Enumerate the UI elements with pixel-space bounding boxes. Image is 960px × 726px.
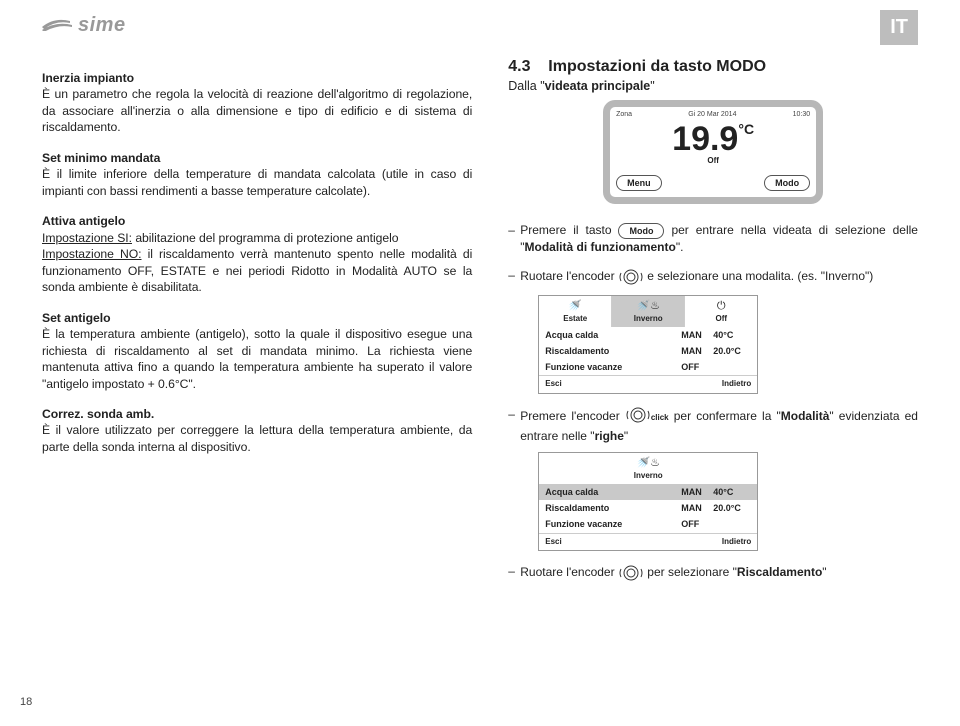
mode-row: Funzione vacanzeOFF xyxy=(539,359,757,375)
section-heading: 4.3 Impostazioni da tasto MODO xyxy=(508,56,918,78)
action-item: Ruotare l'encoder per selezionare "Risca… xyxy=(508,563,918,583)
right-column: 4.3 Impostazioni da tasto MODO Dalla "vi… xyxy=(508,56,918,595)
display-modo-button: Modo xyxy=(764,175,810,191)
action-item: Ruotare l'encoder e selezionare una moda… xyxy=(508,267,918,394)
left-column: Inerzia impianto È un parametro che rego… xyxy=(42,56,472,595)
mode-row: RiscaldamentoMAN20.0°C xyxy=(539,500,757,516)
faucet-icon: 🚿 xyxy=(539,300,611,312)
action-item: Premere il tasto Modo per entrare nella … xyxy=(508,222,918,255)
encoder-click-icon: click xyxy=(625,406,669,428)
panel-indietro: Indietro xyxy=(722,379,751,390)
mode-tab-inverno: 🚿♨Inverno xyxy=(612,296,685,327)
brand-logo: sime xyxy=(42,12,126,39)
language-badge: IT xyxy=(880,10,918,45)
body-text: È la temperatura ambiente (antigelo), so… xyxy=(42,326,472,392)
display-time: 10:30 xyxy=(793,110,811,119)
panel-esci: Esci xyxy=(545,379,561,390)
encoder-rotate-icon xyxy=(618,563,644,583)
panel-esci: Esci xyxy=(545,537,561,548)
panel-indietro: Indietro xyxy=(722,537,751,548)
mode-panel: 🚿♨Inverno Acqua caldaMAN40°C Riscaldamen… xyxy=(538,452,758,551)
section-title: Attiva antigelo xyxy=(42,213,472,229)
brand-text: sime xyxy=(78,14,126,36)
section-title: Set minimo mandata xyxy=(42,150,472,166)
body-text: È il limite inferiore della temperature … xyxy=(42,166,472,199)
body-text: È il valore utilizzato per correggere la… xyxy=(42,422,472,455)
display-menu-button: Menu xyxy=(616,175,662,191)
page-number: 18 xyxy=(20,695,32,710)
faucet-radiator-icon: 🚿♨ xyxy=(612,300,684,312)
mode-row: Acqua caldaMAN40°C xyxy=(539,484,757,500)
section-title: Inerzia impianto xyxy=(42,70,472,86)
encoder-rotate-icon xyxy=(618,267,644,287)
device-display: Zona Gi 20 Mar 2014 10:30 19.9°C Off Men… xyxy=(603,100,823,203)
section-subheading: Dalla "videata principale" xyxy=(508,78,918,95)
action-item: Premere l'encoder click per confermare l… xyxy=(508,406,918,551)
setting-label: Impostazione SI: xyxy=(42,231,132,245)
display-date: Gi 20 Mar 2014 xyxy=(688,110,736,119)
mode-tab-inverno: 🚿♨Inverno xyxy=(539,453,757,484)
mode-tab-estate: 🚿Estate xyxy=(539,296,612,327)
setting-label: Impostazione NO: xyxy=(42,247,142,261)
display-temperature: 19.9°C xyxy=(616,122,810,156)
power-icon: ⏻ xyxy=(685,300,757,312)
mode-panel: 🚿Estate 🚿♨Inverno ⏻Off Acqua caldaMAN40°… xyxy=(538,295,758,394)
body-text: È un parametro che regola la velocità di… xyxy=(42,86,472,135)
action-list: Premere il tasto Modo per entrare nella … xyxy=(508,222,918,584)
section-title: Correz. sonda amb. xyxy=(42,406,472,422)
section-title: Set antigelo xyxy=(42,310,472,326)
mode-row: Acqua caldaMAN40°C xyxy=(539,327,757,343)
modo-button-inline: Modo xyxy=(618,223,664,239)
faucet-radiator-icon: 🚿♨ xyxy=(539,457,757,469)
mode-row: RiscaldamentoMAN20.0°C xyxy=(539,343,757,359)
display-status: Off xyxy=(616,156,810,167)
mode-row: Funzione vacanzeOFF xyxy=(539,516,757,532)
display-zone: Zona xyxy=(616,110,632,119)
mode-tab-off: ⏻Off xyxy=(685,296,757,327)
body-text: Impostazione SI: abilitazione del progra… xyxy=(42,230,472,296)
